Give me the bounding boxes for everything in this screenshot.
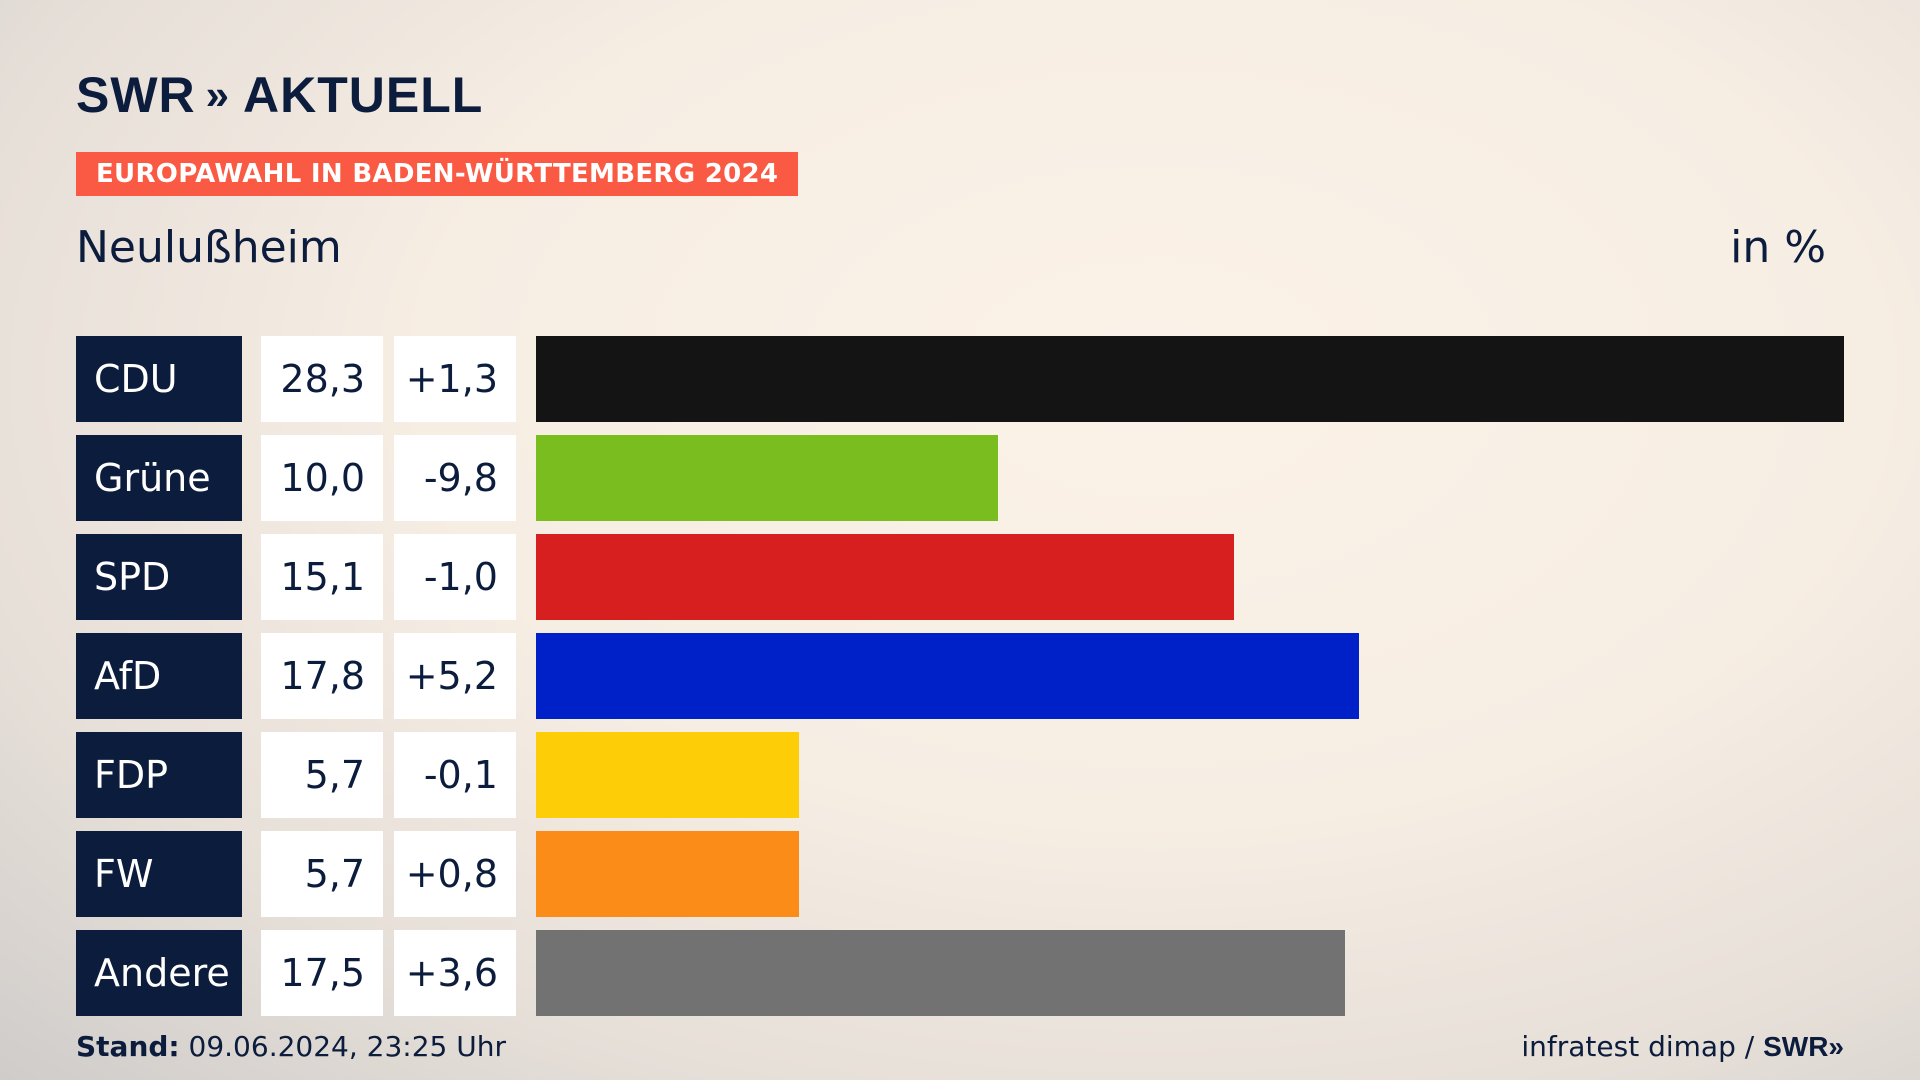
- party-label: AfD: [76, 633, 242, 719]
- vote-bar: [536, 831, 799, 917]
- result-row: Grüne 10,0 -9,8: [76, 435, 1846, 521]
- party-label: FDP: [76, 732, 242, 818]
- swr-aktuell-logo: SWR » AKTUELL: [76, 66, 483, 124]
- logo-swr-text: SWR: [76, 67, 196, 123]
- vote-change-label: -0,1: [394, 732, 516, 818]
- unit-label: in %: [1730, 222, 1826, 273]
- vote-change-label: +0,8: [394, 831, 516, 917]
- vote-change-label: +1,3: [394, 336, 516, 422]
- logo-aktuell-text: AKTUELL: [243, 67, 484, 123]
- result-row: SPD 15,1 -1,0: [76, 534, 1846, 620]
- vote-change-label: +5,2: [394, 633, 516, 719]
- source-logo: SWR»: [1763, 1031, 1844, 1062]
- vote-change-label: -1,0: [394, 534, 516, 620]
- result-row: FDP 5,7 -0,1: [76, 732, 1846, 818]
- vote-bar: [536, 534, 1234, 620]
- vote-share-label: 17,8: [261, 633, 383, 719]
- result-row: AfD 17,8 +5,2: [76, 633, 1846, 719]
- region-title: Neulußheim: [76, 222, 342, 273]
- result-row: Andere 17,5 +3,6: [76, 930, 1846, 1016]
- vote-share-label: 10,0: [261, 435, 383, 521]
- vote-share-label: 5,7: [261, 732, 383, 818]
- vote-bar: [536, 732, 799, 818]
- result-row: FW 5,7 +0,8: [76, 831, 1846, 917]
- source-credit: infratest dimap / SWR»: [1521, 1030, 1844, 1063]
- vote-bar: [536, 930, 1345, 1016]
- vote-change-label: +3,6: [394, 930, 516, 1016]
- vote-share-label: 28,3: [261, 336, 383, 422]
- party-label: CDU: [76, 336, 242, 422]
- stand-value: 09.06.2024, 23:25 Uhr: [188, 1030, 506, 1063]
- vote-share-label: 5,7: [261, 831, 383, 917]
- vote-change-label: -9,8: [394, 435, 516, 521]
- vote-share-label: 15,1: [261, 534, 383, 620]
- vote-bar: [536, 336, 1844, 422]
- timestamp: Stand: 09.06.2024, 23:25 Uhr: [76, 1030, 506, 1063]
- party-label: SPD: [76, 534, 242, 620]
- party-label: FW: [76, 831, 242, 917]
- logo-chevron-icon: »: [205, 71, 230, 118]
- vote-share-label: 17,5: [261, 930, 383, 1016]
- vote-bar: [536, 633, 1359, 719]
- stand-label: Stand:: [76, 1030, 180, 1063]
- party-label: Andere: [76, 930, 242, 1016]
- party-label: Grüne: [76, 435, 242, 521]
- result-row: CDU 28,3 +1,3: [76, 336, 1846, 422]
- election-tag: EUROPAWAHL IN BADEN-WÜRTTEMBERG 2024: [76, 152, 799, 196]
- vote-bar: [536, 435, 998, 521]
- source-text: infratest dimap /: [1521, 1030, 1755, 1063]
